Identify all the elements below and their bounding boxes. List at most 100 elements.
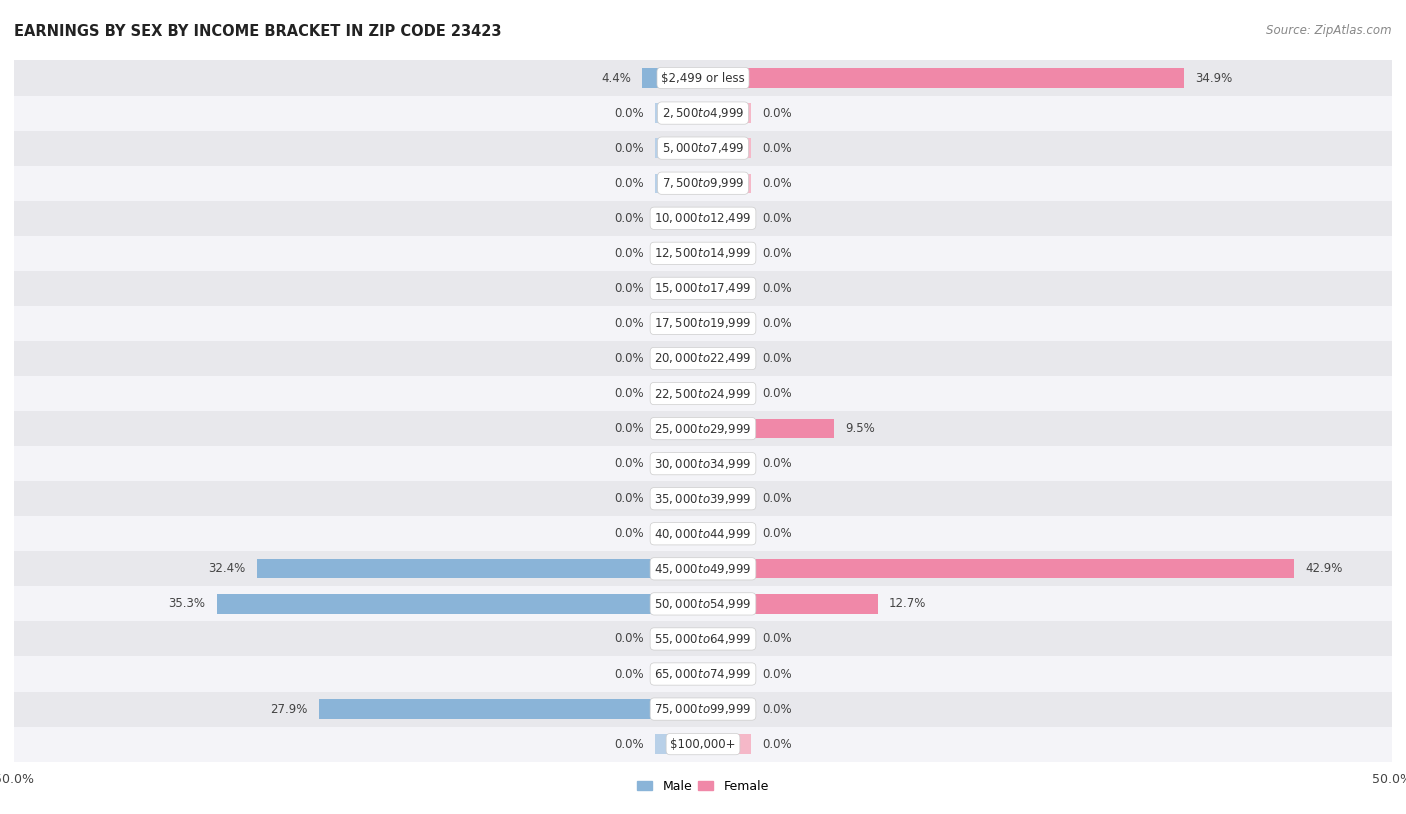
Text: 0.0%: 0.0% xyxy=(762,632,792,646)
Bar xyxy=(703,349,751,368)
Text: 0.0%: 0.0% xyxy=(614,737,644,751)
Bar xyxy=(655,103,703,123)
Bar xyxy=(643,68,703,88)
Bar xyxy=(703,243,751,263)
Bar xyxy=(14,551,1392,586)
Text: EARNINGS BY SEX BY INCOME BRACKET IN ZIP CODE 23423: EARNINGS BY SEX BY INCOME BRACKET IN ZIP… xyxy=(14,24,502,39)
Bar xyxy=(655,489,703,509)
Bar xyxy=(14,516,1392,551)
Text: 0.0%: 0.0% xyxy=(614,457,644,470)
Bar xyxy=(217,594,703,614)
Text: $22,500 to $24,999: $22,500 to $24,999 xyxy=(654,387,752,400)
Bar xyxy=(14,60,1392,95)
Bar xyxy=(703,68,1184,88)
Bar xyxy=(703,664,751,684)
Bar xyxy=(14,201,1392,236)
Bar xyxy=(655,138,703,158)
Bar xyxy=(655,208,703,228)
Bar xyxy=(14,446,1392,481)
Bar xyxy=(655,243,703,263)
Text: 0.0%: 0.0% xyxy=(762,352,792,365)
Text: 0.0%: 0.0% xyxy=(762,702,792,716)
Text: 0.0%: 0.0% xyxy=(762,142,792,155)
Text: $12,500 to $14,999: $12,500 to $14,999 xyxy=(654,247,752,260)
Text: Source: ZipAtlas.com: Source: ZipAtlas.com xyxy=(1267,24,1392,37)
Text: 0.0%: 0.0% xyxy=(762,457,792,470)
Text: 0.0%: 0.0% xyxy=(762,387,792,400)
Text: $30,000 to $34,999: $30,000 to $34,999 xyxy=(654,457,752,470)
Bar xyxy=(655,734,703,754)
Text: 27.9%: 27.9% xyxy=(270,702,308,716)
Bar xyxy=(14,692,1392,727)
Text: 0.0%: 0.0% xyxy=(762,212,792,225)
Text: $75,000 to $99,999: $75,000 to $99,999 xyxy=(654,702,752,716)
Text: 0.0%: 0.0% xyxy=(614,352,644,365)
Bar xyxy=(14,341,1392,376)
Text: $55,000 to $64,999: $55,000 to $64,999 xyxy=(654,632,752,646)
Text: $7,500 to $9,999: $7,500 to $9,999 xyxy=(662,176,744,190)
Text: $40,000 to $44,999: $40,000 to $44,999 xyxy=(654,527,752,540)
Bar xyxy=(703,313,751,333)
Text: 0.0%: 0.0% xyxy=(614,667,644,681)
Bar xyxy=(14,166,1392,201)
Bar xyxy=(655,349,703,368)
Text: $10,000 to $12,499: $10,000 to $12,499 xyxy=(654,212,752,225)
Bar xyxy=(703,699,751,719)
Bar xyxy=(703,629,751,649)
Text: 34.9%: 34.9% xyxy=(1195,72,1232,85)
Text: 0.0%: 0.0% xyxy=(614,387,644,400)
Bar xyxy=(14,271,1392,306)
Text: $65,000 to $74,999: $65,000 to $74,999 xyxy=(654,667,752,681)
Text: $20,000 to $22,499: $20,000 to $22,499 xyxy=(654,352,752,365)
Bar xyxy=(14,306,1392,341)
Bar xyxy=(703,454,751,473)
Text: 0.0%: 0.0% xyxy=(614,142,644,155)
Bar xyxy=(14,95,1392,130)
Bar xyxy=(14,411,1392,446)
Bar xyxy=(703,138,751,158)
Text: $2,499 or less: $2,499 or less xyxy=(661,72,745,85)
Text: 0.0%: 0.0% xyxy=(762,107,792,120)
Text: $17,500 to $19,999: $17,500 to $19,999 xyxy=(654,317,752,330)
Bar xyxy=(14,586,1392,621)
Legend: Male, Female: Male, Female xyxy=(633,775,773,798)
Text: 0.0%: 0.0% xyxy=(614,247,644,260)
Text: 0.0%: 0.0% xyxy=(614,212,644,225)
Text: 0.0%: 0.0% xyxy=(614,282,644,295)
Text: $2,500 to $4,999: $2,500 to $4,999 xyxy=(662,106,744,120)
Text: $45,000 to $49,999: $45,000 to $49,999 xyxy=(654,562,752,575)
Text: 42.9%: 42.9% xyxy=(1305,562,1343,575)
Text: 0.0%: 0.0% xyxy=(762,667,792,681)
Bar xyxy=(655,419,703,438)
Text: 0.0%: 0.0% xyxy=(762,527,792,540)
Text: 0.0%: 0.0% xyxy=(762,492,792,505)
Bar xyxy=(14,376,1392,411)
Text: 9.5%: 9.5% xyxy=(845,422,875,435)
Bar xyxy=(703,734,751,754)
Bar xyxy=(703,594,877,614)
Text: 0.0%: 0.0% xyxy=(614,422,644,435)
Bar xyxy=(655,629,703,649)
Bar xyxy=(655,173,703,193)
Text: 0.0%: 0.0% xyxy=(614,107,644,120)
Bar xyxy=(319,699,703,719)
Bar xyxy=(703,173,751,193)
Text: 0.0%: 0.0% xyxy=(762,177,792,190)
Text: 0.0%: 0.0% xyxy=(762,282,792,295)
Bar xyxy=(14,621,1392,656)
Text: $100,000+: $100,000+ xyxy=(671,737,735,751)
Bar xyxy=(655,664,703,684)
Text: 0.0%: 0.0% xyxy=(614,632,644,646)
Text: 4.4%: 4.4% xyxy=(602,72,631,85)
Bar xyxy=(655,454,703,473)
Text: 32.4%: 32.4% xyxy=(208,562,246,575)
Text: $50,000 to $54,999: $50,000 to $54,999 xyxy=(654,597,752,610)
Text: 12.7%: 12.7% xyxy=(889,597,927,610)
Bar xyxy=(655,313,703,333)
Text: 35.3%: 35.3% xyxy=(169,597,205,610)
Text: $35,000 to $39,999: $35,000 to $39,999 xyxy=(654,492,752,505)
Bar xyxy=(703,103,751,123)
Bar xyxy=(256,559,703,579)
Bar xyxy=(703,278,751,298)
Text: 0.0%: 0.0% xyxy=(762,317,792,330)
